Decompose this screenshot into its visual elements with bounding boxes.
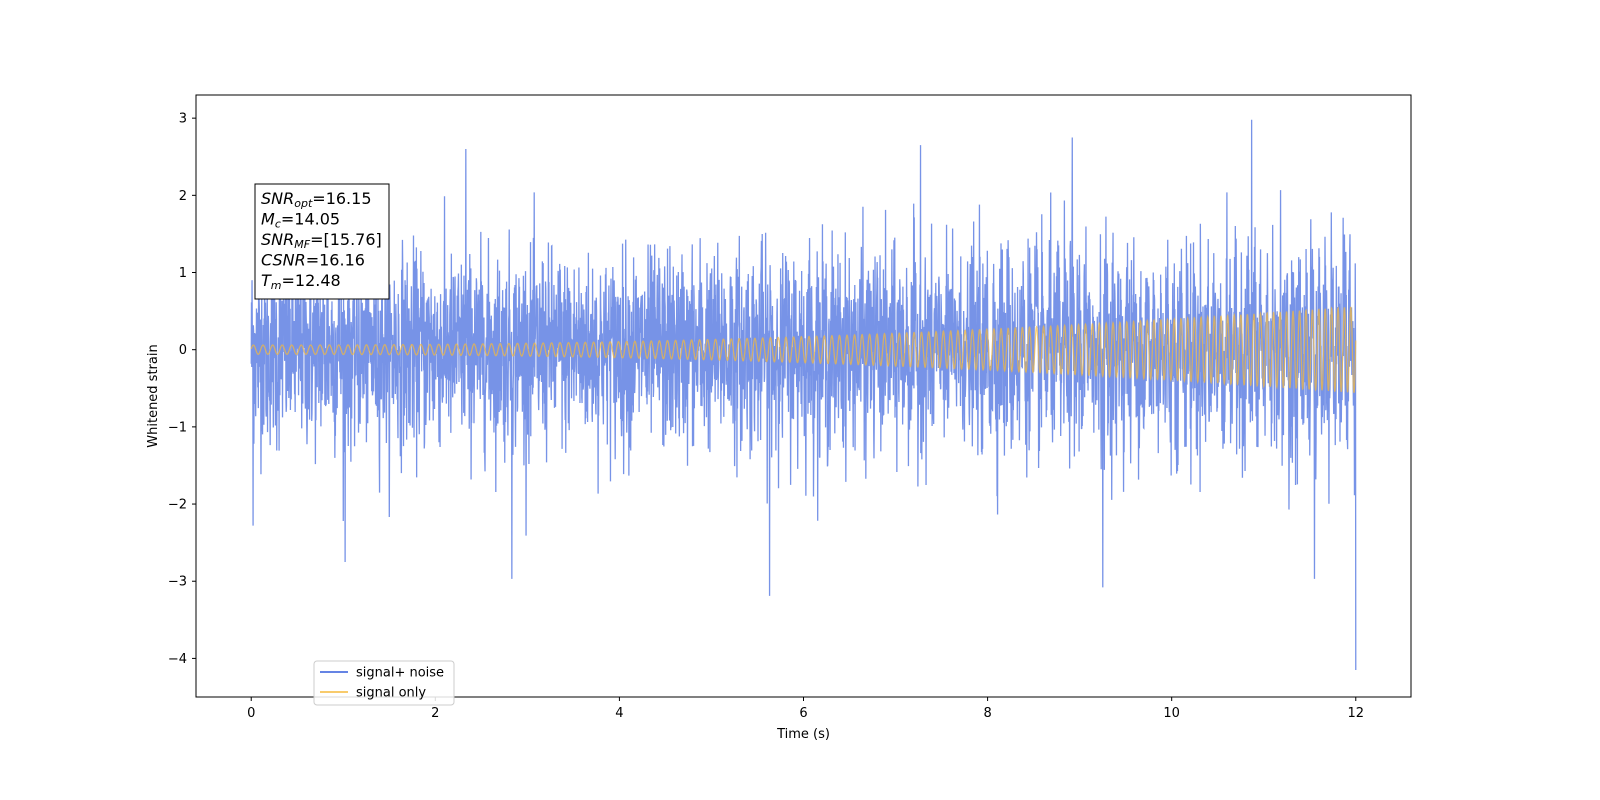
- x-tick-label: 6: [799, 706, 807, 721]
- annotation-frame: [254, 183, 390, 300]
- y-axis-label: Whitened strain: [146, 344, 161, 447]
- y-tick-label: −4: [168, 652, 187, 667]
- series-line-signal-only: [250, 306, 1357, 393]
- x-tick-label: 12: [1347, 706, 1364, 721]
- legend-entry-signal-noise: signal+ noise: [356, 666, 444, 681]
- y-tick-label: 1: [179, 266, 187, 281]
- y-tick-label: −2: [168, 498, 187, 513]
- legend: signal+ noise signal only: [313, 660, 455, 706]
- y-tick-label: 3: [179, 112, 187, 127]
- annotation-line: CSNR=16.16: [261, 251, 365, 270]
- plot-area: [250, 119, 1357, 670]
- y-tick-label: 2: [179, 189, 187, 204]
- legend-frame: [313, 660, 455, 706]
- y-tick-label: −1: [168, 420, 187, 435]
- annotation-box: SNRopt=16.15Mc=14.05SNRMF=[15.76]CSNR=16…: [254, 183, 390, 300]
- x-axis-label: Time (s): [776, 727, 830, 742]
- y-axis: −4 −3 −2 −1 0 1 2 3: [168, 112, 196, 667]
- annotation-line: Mc=14.05: [261, 210, 340, 231]
- x-tick-label: 10: [1163, 706, 1180, 721]
- x-tick-label: 0: [247, 706, 255, 721]
- x-tick-label: 8: [983, 706, 991, 721]
- annotation-line: SNRopt=16.15: [261, 189, 372, 210]
- x-tick-label: 4: [615, 706, 623, 721]
- x-tick-label: 2: [431, 706, 439, 721]
- annotation-line: Tm=12.48: [261, 271, 341, 292]
- annotation-line: SNRMF=[15.76]: [261, 230, 382, 251]
- legend-entry-signal-only: signal only: [356, 686, 426, 701]
- y-tick-label: 0: [179, 343, 187, 358]
- y-tick-label: −3: [168, 575, 187, 590]
